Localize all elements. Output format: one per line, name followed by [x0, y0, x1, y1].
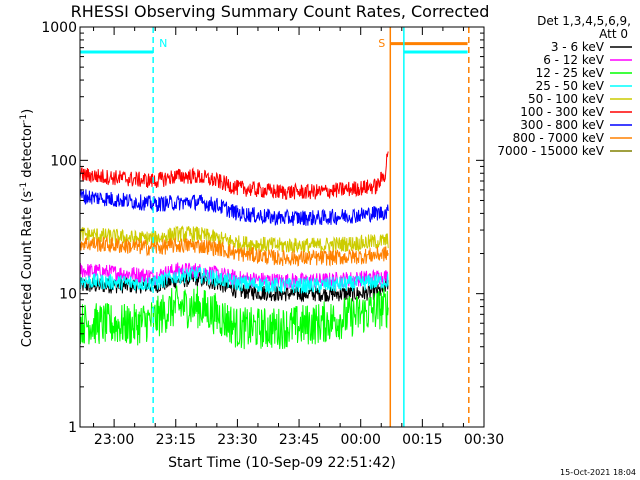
legend-label-5: 100 - 300 keV — [520, 105, 604, 119]
x-axis: 23:00 23:15 23:30 23:45 00:00 00:15 00:30 — [93, 27, 504, 448]
series-line-5 — [79, 151, 389, 200]
series-line-4 — [79, 225, 389, 254]
x-tick-label: 23:00 — [94, 432, 134, 448]
x-tick-label: 00:15 — [402, 432, 442, 448]
x-tick-label: 00:00 — [341, 432, 381, 448]
y-tick-label: 1000 — [41, 20, 77, 36]
chart-title: RHESSI Observing Summary Count Rates, Co… — [71, 2, 490, 21]
legend-label-8: 7000 - 15000 keV — [497, 144, 604, 158]
y-tick-label: 1 — [68, 420, 77, 436]
y-axis-label: Corrected Count Rate (s-1 detector-1) — [19, 109, 35, 347]
legend-label-2: 12 - 25 keV — [536, 66, 605, 80]
marker-label-2: S — [378, 37, 385, 50]
x-axis-label: Start Time (10-Sep-09 22:51:42) — [168, 455, 396, 471]
legend-header-line-1: Det 1,3,4,5,6,9, — [537, 14, 631, 28]
legend-label-4: 50 - 100 keV — [528, 92, 605, 106]
y-tick-label: 100 — [50, 153, 77, 169]
x-tick-label: 00:30 — [464, 432, 504, 448]
marker-label-0: N — [159, 37, 167, 50]
plot-frame — [79, 26, 485, 428]
y-axis-label-main: Corrected Count Rate (s — [20, 191, 35, 348]
x-tick-label: 23:45 — [279, 432, 319, 448]
x-tick-label: 23:15 — [156, 432, 196, 448]
x-tick-label: 23:30 — [217, 432, 257, 448]
legend-label-3: 25 - 50 keV — [536, 79, 605, 93]
legend-header-line-2: Att 0 — [599, 27, 628, 41]
legend-label-6: 300 - 800 keV — [520, 118, 604, 132]
legend-label-0: 3 - 6 keV — [551, 40, 605, 54]
series-line-0 — [79, 270, 389, 303]
series-line-7 — [79, 236, 389, 267]
y-axis-label-close: ) — [20, 109, 35, 114]
series-line-2 — [79, 285, 389, 350]
series-line-6 — [79, 189, 389, 226]
y-axis-label-sup2: -1 — [19, 114, 29, 123]
legend-label-7: 800 - 7000 keV — [513, 131, 605, 145]
footer-timestamp: 15-Oct-2021 18:04 — [560, 468, 636, 477]
y-tick-label: 10 — [59, 287, 77, 303]
legend-label-1: 6 - 12 keV — [543, 53, 605, 67]
y-axis-label-sup: -1 — [19, 182, 29, 191]
y-axis: 1 10 100 1000 — [41, 20, 484, 436]
y-axis-label-tail: detector — [20, 122, 35, 182]
series-line-3 — [79, 266, 389, 295]
